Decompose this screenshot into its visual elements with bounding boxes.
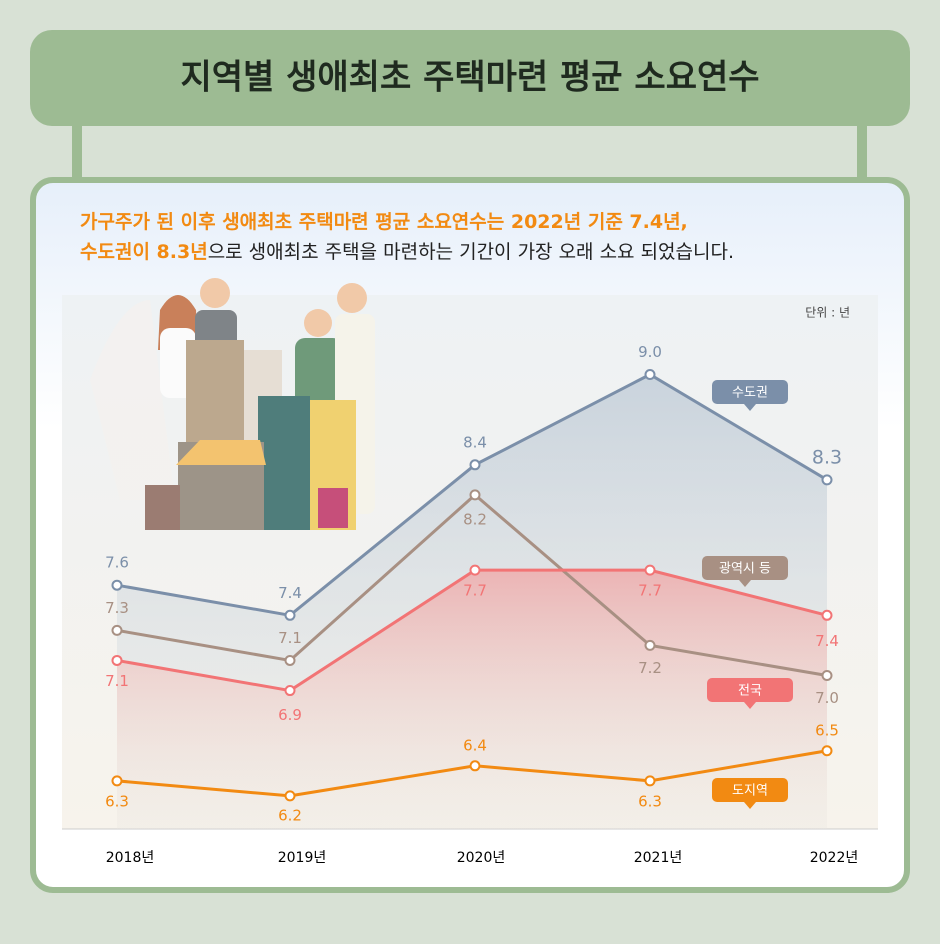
point (469, 760, 481, 772)
point (821, 745, 833, 757)
subtitle-part: 으로 생애최초 주택을 마련하는 기간이 가장 오래 소요 되었습니다. (208, 241, 734, 263)
title: 지역별 생애최초 주택마련 평균 소요연수 (180, 58, 759, 98)
legend-label: 도지역 (732, 784, 768, 799)
unit-label: 단위 : 년 (805, 306, 850, 320)
x-tick-label: 2021년 (634, 850, 683, 866)
data-label: 9.0 (638, 343, 662, 361)
illustration (90, 278, 375, 530)
area (117, 570, 827, 829)
point (644, 369, 656, 380)
data-label: 7.6 (105, 554, 129, 572)
data-label: 6.5 (815, 721, 839, 739)
legend-pointer (744, 404, 756, 411)
legend-label: 광역시 등 (719, 562, 771, 577)
legend-pointer (744, 702, 756, 709)
point (111, 775, 123, 787)
legend-label: 수도권 (732, 386, 768, 401)
point (644, 564, 656, 576)
x-tick-label: 2022년 (810, 850, 859, 866)
data-label: 6.2 (278, 806, 302, 824)
legend-pill (707, 678, 793, 702)
legend-pointer (744, 802, 756, 809)
data-label: 7.0 (815, 689, 839, 707)
legend-pill (712, 778, 788, 802)
x-tick-label: 2018년 (106, 850, 155, 866)
point (821, 609, 833, 621)
data-label: 8.3 (812, 446, 842, 468)
point (644, 639, 656, 651)
point (284, 685, 296, 697)
legend-pill (712, 380, 788, 404)
data-label: 7.1 (278, 629, 302, 647)
point (284, 654, 296, 666)
header (30, 30, 910, 126)
data-label: 7.2 (638, 659, 662, 677)
point (284, 790, 296, 802)
pillar (857, 120, 867, 182)
legend-pill (702, 556, 788, 580)
point (821, 670, 833, 681)
subtitle-part: 가구주가 된 이후 생애최초 주택마련 평균 소요연수는 2022년 기준 7.… (80, 211, 688, 233)
point (111, 579, 123, 591)
legend-label: 전국 (738, 684, 762, 699)
point (284, 609, 296, 621)
data-label: 6.3 (638, 792, 662, 810)
point (111, 654, 123, 666)
pillar (72, 120, 82, 182)
data-label: 7.7 (638, 582, 662, 600)
subtitle: 가구주가 된 이후 생애최초 주택마련 평균 소요연수는 2022년 기준 7.… (80, 211, 688, 233)
point (821, 474, 833, 486)
data-label: 6.9 (278, 706, 302, 724)
point (644, 775, 656, 787)
point (469, 489, 481, 501)
x-tick-label: 2019년 (278, 850, 327, 866)
point (469, 459, 481, 471)
data-label: 7.4 (278, 584, 302, 602)
data-label: 8.4 (463, 433, 487, 451)
data-label: 7.3 (105, 599, 129, 617)
point (111, 624, 123, 636)
data-label: 7.4 (815, 632, 839, 650)
data-label: 7.7 (463, 582, 487, 600)
point (469, 564, 481, 576)
legend-pointer (739, 580, 751, 587)
data-label: 8.2 (463, 510, 487, 528)
subtitle: 수도권이 8.3년으로 생애최초 주택을 마련하는 기간이 가장 오래 소요 되… (80, 241, 734, 263)
data-label: 6.4 (463, 736, 487, 754)
data-label: 7.1 (105, 672, 129, 690)
data-label: 6.3 (105, 792, 129, 810)
subtitle-part: 수도권이 8.3년 (80, 241, 208, 263)
x-tick-label: 2020년 (457, 850, 506, 866)
